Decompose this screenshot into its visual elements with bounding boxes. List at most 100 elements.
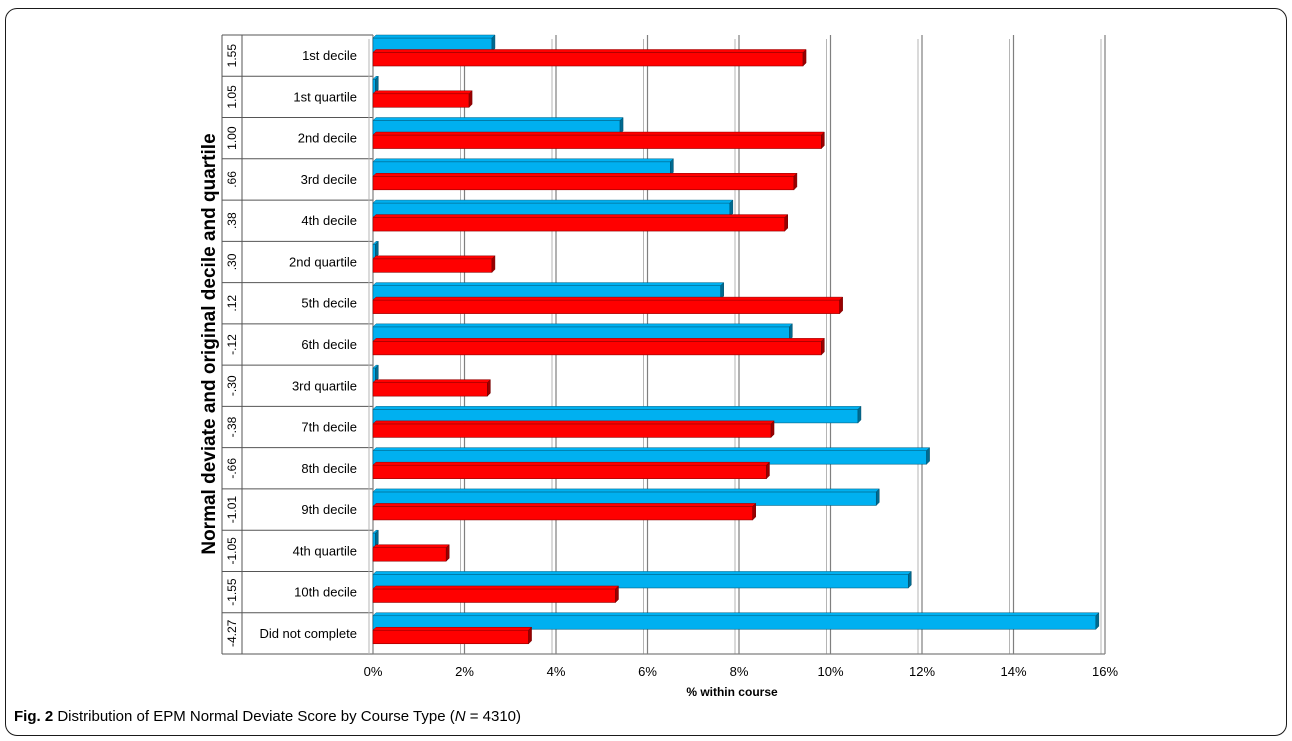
deviate-label: .66 <box>225 171 239 188</box>
bar-top-face <box>372 173 798 177</box>
deviate-label: -.66 <box>225 458 239 479</box>
x-tick-label: 0% <box>364 664 383 679</box>
deviate-label: -.12 <box>225 334 239 355</box>
x-axis-title: % within course <box>686 685 778 699</box>
bar-top-face <box>372 34 496 39</box>
category-table <box>221 34 373 655</box>
bar <box>372 629 529 645</box>
bar-end-face <box>445 544 450 562</box>
bar <box>372 176 795 191</box>
bar-top-face <box>372 131 825 136</box>
category-label: 2nd quartile <box>289 254 357 269</box>
bar-end-face <box>487 379 491 397</box>
category-label: 6th decile <box>301 337 357 352</box>
bar-end-face <box>491 255 496 273</box>
bar-end-face <box>876 488 880 507</box>
category-label: 4th quartile <box>293 543 357 558</box>
bar-end-face <box>1095 612 1100 630</box>
bar-end-face <box>528 626 532 645</box>
category-label: 7th decile <box>301 420 357 435</box>
bars <box>372 34 1100 645</box>
category-label: 3rd quartile <box>292 378 357 393</box>
bar-end-face <box>752 502 756 521</box>
category-label: 5th decile <box>301 296 357 311</box>
deviate-label: .30 <box>225 253 239 270</box>
bar-end-face <box>839 296 843 315</box>
bar-end-face <box>670 158 674 176</box>
category-label: 4th decile <box>301 213 357 228</box>
bar-end-face <box>619 116 624 135</box>
bar-end-face <box>615 585 619 604</box>
bar <box>372 547 447 562</box>
bar-end-face <box>770 420 775 439</box>
bar-end-face <box>857 405 862 424</box>
deviate-label: -1.55 <box>225 578 239 606</box>
category-label: 2nd decile <box>298 131 357 146</box>
bar-top-face <box>372 420 775 425</box>
bar <box>372 506 754 521</box>
caption-text-end: = 4310) <box>465 708 522 725</box>
bar-top-face <box>372 447 931 451</box>
bar-end-face <box>729 199 734 218</box>
category-label: 9th decile <box>301 502 357 517</box>
bar <box>372 532 376 548</box>
bar-end-face <box>375 75 379 94</box>
bar-end-face <box>491 34 496 53</box>
deviate-label: -1.05 <box>225 537 239 565</box>
category-label: 10th decile <box>294 585 357 600</box>
bar <box>372 341 822 356</box>
bar-top-face <box>372 255 496 260</box>
deviate-label: 1.05 <box>225 85 239 109</box>
deviate-label: -4.27 <box>225 619 239 647</box>
x-tick-label: 12% <box>909 664 935 679</box>
bar-end-face <box>802 48 807 67</box>
bar-end-face <box>375 529 379 548</box>
bar-end-face <box>784 213 788 232</box>
bar-top-face <box>372 338 825 342</box>
bar-top-face <box>372 585 620 590</box>
bar-top-face <box>372 503 757 507</box>
bar-top-face <box>372 199 734 204</box>
bar <box>372 423 772 438</box>
bar-end-face <box>375 240 379 259</box>
bar-top-face <box>372 90 473 95</box>
y-axis-title: Normal deviate and original decile and q… <box>199 133 220 555</box>
bar-top-face <box>372 626 533 631</box>
figure-label: Fig. 2 <box>14 708 54 725</box>
bar-top-face <box>372 571 912 575</box>
x-tick-label: 14% <box>1000 664 1026 679</box>
category-labels: 1st decile 1.55 1st quartile 1.05 2nd decile… <box>225 44 357 647</box>
bar-top-face <box>372 282 725 286</box>
bar <box>372 258 493 273</box>
deviate-label: -.30 <box>225 375 239 396</box>
bar <box>372 52 804 67</box>
bar-top-face <box>372 544 450 548</box>
bar-end-face <box>720 281 724 300</box>
bar-top-face <box>372 488 880 493</box>
category-label: Did not complete <box>259 626 357 641</box>
bar-end-face <box>766 461 770 480</box>
category-label: 1st decile <box>302 48 357 63</box>
bar <box>372 299 840 314</box>
x-tick-label: 16% <box>1092 664 1118 679</box>
x-tick-label: 4% <box>547 664 566 679</box>
bar-end-face <box>468 90 473 108</box>
bar-top-face <box>372 49 807 53</box>
caption-n-symbol: N <box>454 708 466 725</box>
figure-frame <box>5 8 1287 736</box>
bar-end-face <box>908 570 912 589</box>
bar-end-face <box>793 172 798 191</box>
bar-end-face <box>926 447 930 465</box>
bar-top-face <box>372 612 1100 616</box>
category-label: 8th decile <box>301 461 357 476</box>
bar <box>372 367 376 382</box>
bar-top-face <box>372 406 862 410</box>
bar-end-face <box>821 337 825 356</box>
bar-end-face <box>375 364 379 383</box>
bar <box>372 93 470 108</box>
bar-end-face <box>821 131 825 150</box>
bar-top-face <box>372 214 789 218</box>
deviate-label: 1.00 <box>225 126 239 150</box>
deviate-label: .12 <box>225 295 239 312</box>
